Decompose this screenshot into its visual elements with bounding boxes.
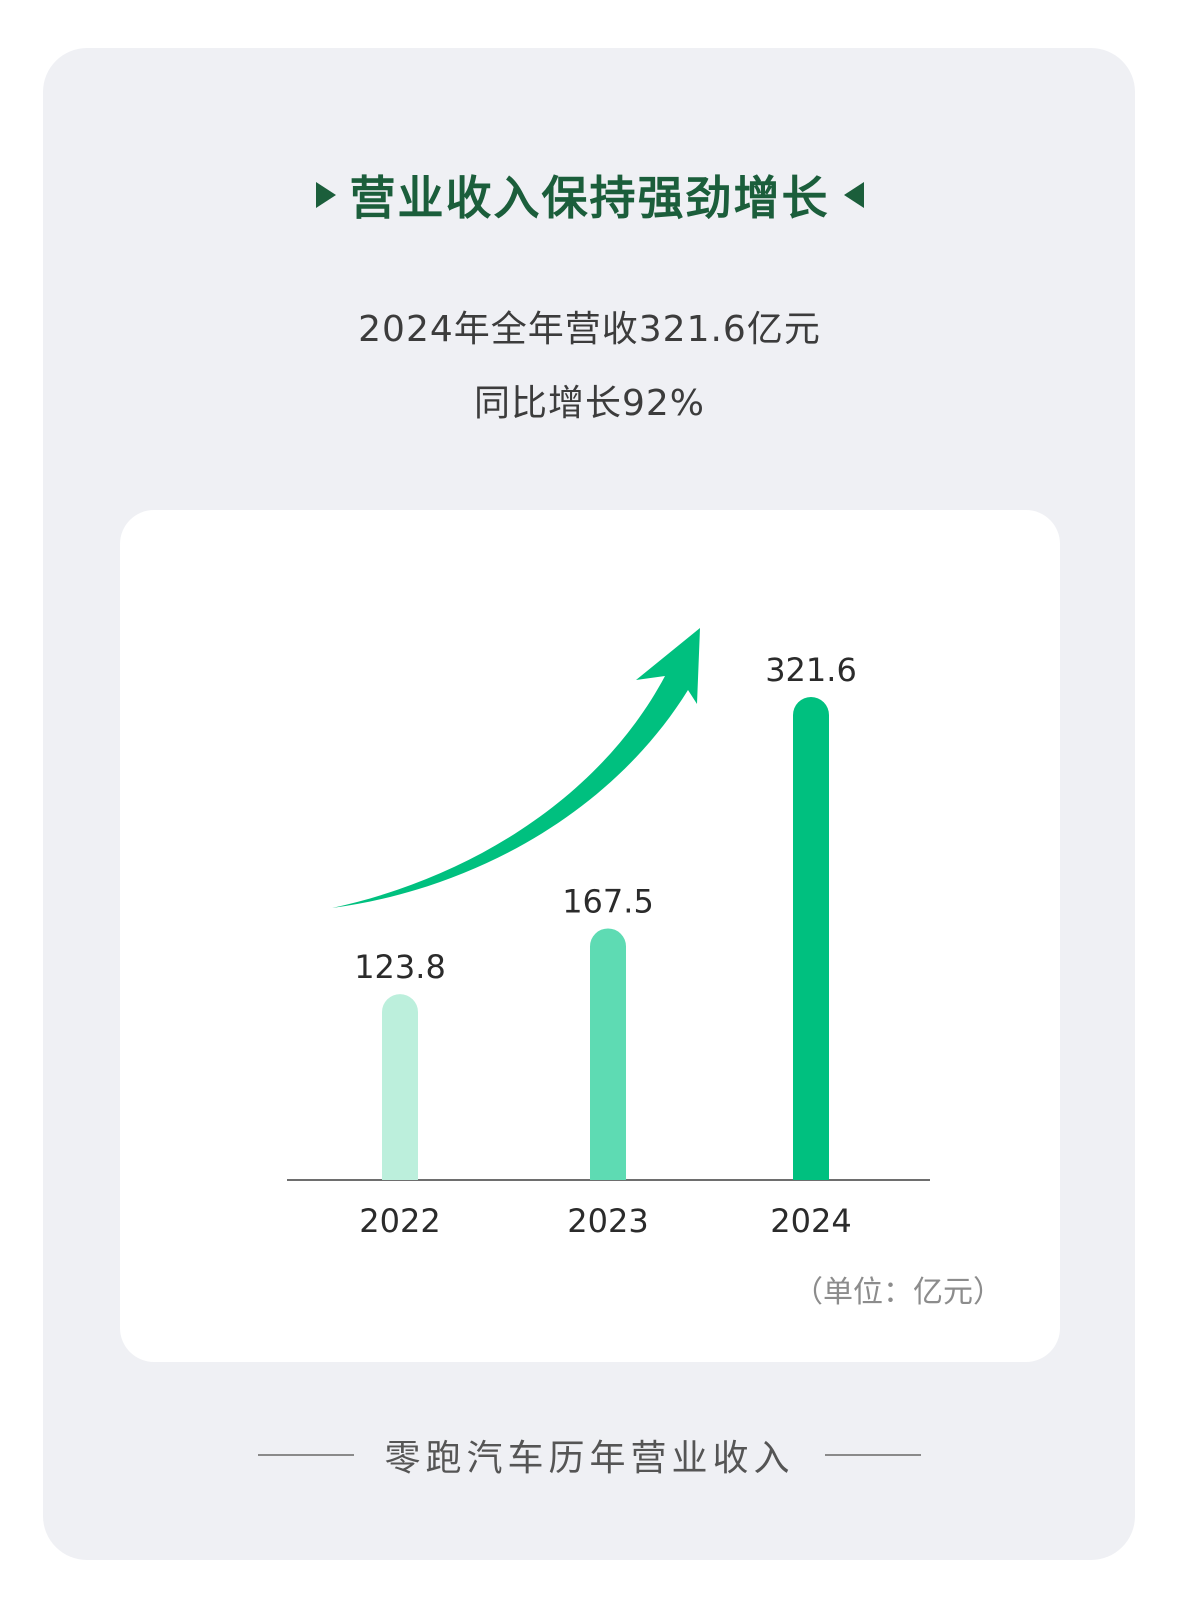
x-tick-label-2022: 2022 bbox=[359, 1202, 440, 1240]
unit-label: （单位：亿元） bbox=[793, 1275, 1003, 1310]
x-tick-label-2023: 2023 bbox=[567, 1202, 648, 1240]
x-tick-label-2024: 2024 bbox=[770, 1202, 851, 1240]
bar-2022 bbox=[382, 994, 418, 1180]
chart-caption: 零跑汽车历年营业收入 bbox=[384, 1438, 795, 1479]
caption-right-divider bbox=[824, 1454, 921, 1456]
bar-2024 bbox=[793, 697, 829, 1180]
play-right-icon bbox=[315, 182, 336, 208]
page-title: 营业收入保持强劲增长 bbox=[349, 171, 830, 225]
caption-left-divider bbox=[258, 1454, 355, 1456]
revenue-summary: 2024年全年营收321.6亿元 bbox=[358, 309, 821, 350]
value-label-2024: 321.6 bbox=[765, 651, 857, 689]
value-label-2023: 167.5 bbox=[562, 882, 654, 920]
caption-row: 零跑汽车历年营业收入 bbox=[0, 1425, 1179, 1485]
growth-summary: 同比增长92% bbox=[473, 383, 706, 424]
title-row: 营业收入保持强劲增长 bbox=[0, 160, 1179, 230]
chart-panel bbox=[120, 510, 1060, 1362]
bar-2023 bbox=[590, 928, 626, 1180]
play-left-icon bbox=[843, 182, 864, 208]
value-label-2022: 123.8 bbox=[354, 948, 446, 986]
growth-arrow-icon bbox=[332, 628, 700, 908]
